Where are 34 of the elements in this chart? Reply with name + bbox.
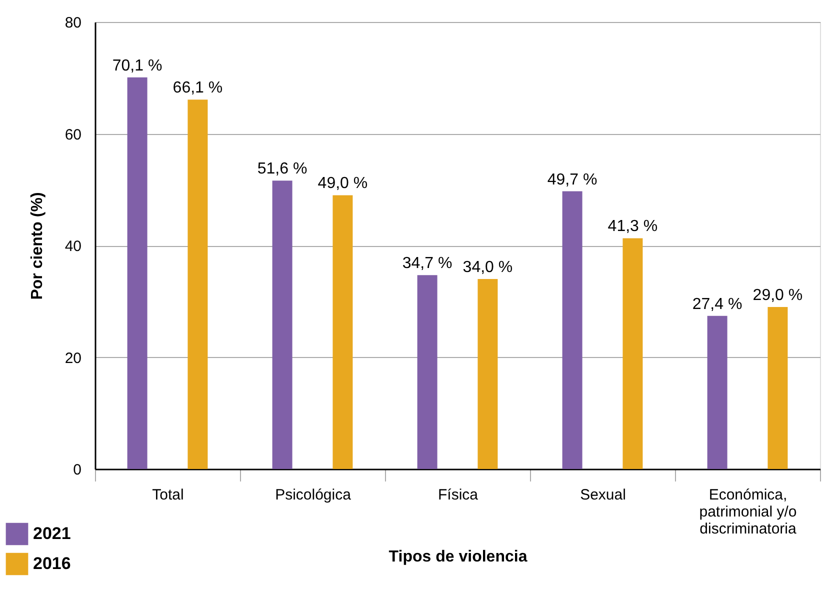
- y-axis-title: Por ciento (%): [28, 192, 46, 300]
- data-label: 29,0 %: [752, 286, 803, 304]
- y-tick-label: 80: [64, 14, 82, 32]
- bar: [332, 195, 353, 469]
- y-tick-label: 60: [64, 126, 82, 144]
- bar: [622, 238, 643, 469]
- bar: [127, 77, 148, 469]
- x-tick-label: Sexual: [580, 486, 626, 504]
- data-label: 66,1 %: [172, 80, 223, 97]
- data-label: 51,6 %: [257, 160, 308, 178]
- x-tick-label: Física: [438, 486, 479, 504]
- y-tick-label: 40: [64, 238, 82, 255]
- data-label: 70,1 %: [112, 57, 162, 74]
- bar: [707, 316, 728, 469]
- x-tick-label: Económica, patrimonial y/o discriminatoria: [699, 486, 797, 538]
- data-label: 34,7 %: [402, 255, 452, 272]
- data-label: 41,3 %: [608, 218, 658, 236]
- bar: [188, 100, 208, 469]
- data-label: 34,0 %: [462, 259, 513, 276]
- bar: [417, 275, 438, 469]
- data-label: 49,0 %: [318, 175, 368, 192]
- data-label: 27,4 %: [692, 296, 742, 313]
- legend-label: 2021: [33, 524, 71, 543]
- x-tick-label: Total: [152, 486, 184, 504]
- x-axis-title: Tipos de violencia: [388, 548, 528, 566]
- data-label: 49,7 %: [547, 171, 598, 188]
- bar: [272, 180, 292, 469]
- bar: [478, 279, 498, 469]
- y-tick-label: 20: [64, 350, 82, 367]
- bar: [768, 306, 788, 469]
- bar: [562, 191, 582, 469]
- legend-label: 2016: [33, 554, 71, 573]
- x-tick-label: Psicológica: [275, 486, 352, 504]
- y-tick-label: 0: [73, 462, 82, 478]
